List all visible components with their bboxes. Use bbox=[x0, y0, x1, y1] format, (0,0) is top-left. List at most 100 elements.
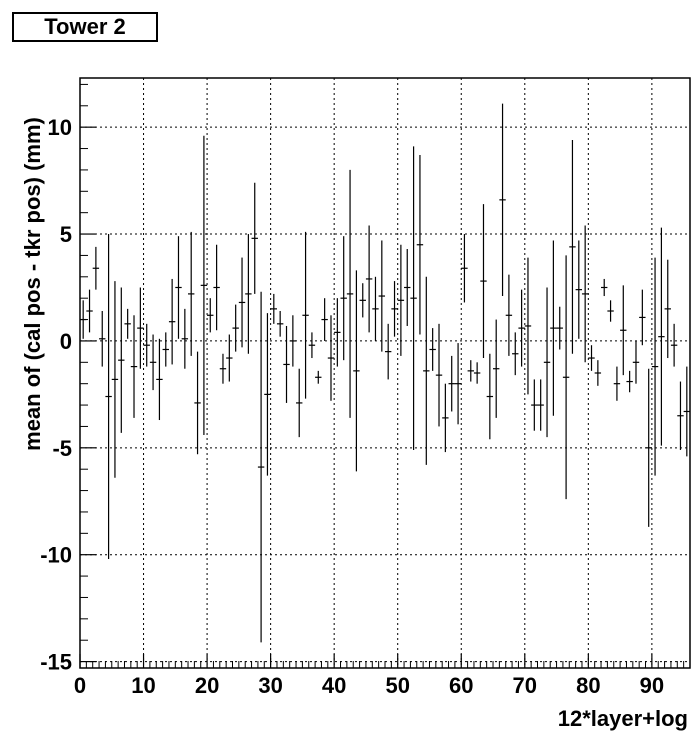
data-point bbox=[213, 244, 220, 331]
data-point bbox=[308, 332, 316, 359]
data-points bbox=[79, 103, 691, 643]
data-point bbox=[99, 311, 106, 367]
data-point bbox=[156, 338, 163, 421]
x-tick-label: 90 bbox=[640, 673, 664, 698]
x-tick-label: 70 bbox=[513, 673, 537, 698]
data-point bbox=[92, 246, 100, 290]
x-tick-label: 30 bbox=[258, 673, 282, 698]
data-point bbox=[194, 351, 201, 455]
data-point bbox=[601, 278, 608, 297]
data-point bbox=[492, 319, 500, 418]
data-point bbox=[448, 355, 455, 412]
data-point bbox=[632, 340, 640, 384]
data-point bbox=[664, 259, 671, 359]
y-tick-label: -5 bbox=[52, 436, 72, 461]
data-point bbox=[550, 240, 557, 416]
y-tick-label: -15 bbox=[40, 650, 72, 675]
data-point bbox=[524, 257, 532, 395]
data-point bbox=[327, 315, 335, 401]
data-point bbox=[149, 334, 157, 391]
data-point bbox=[365, 225, 373, 333]
y-tick-label: 0 bbox=[60, 329, 72, 354]
data-point bbox=[416, 154, 424, 335]
plot-frame bbox=[79, 77, 691, 669]
data-point bbox=[442, 383, 449, 453]
y-tick-label: -10 bbox=[40, 543, 72, 568]
data-point bbox=[276, 311, 284, 337]
data-point bbox=[283, 325, 290, 403]
data-point bbox=[435, 323, 443, 427]
x-tick-label: 0 bbox=[74, 673, 86, 698]
data-point bbox=[613, 366, 621, 401]
data-point bbox=[480, 204, 487, 359]
data-point bbox=[607, 300, 614, 322]
data-point bbox=[423, 276, 430, 465]
data-point bbox=[296, 368, 303, 438]
data-point bbox=[562, 255, 570, 500]
data-point bbox=[79, 300, 87, 339]
data-point bbox=[315, 370, 322, 384]
x-axis-label: 12*layer+log bbox=[558, 706, 688, 731]
data-point bbox=[200, 135, 208, 435]
data-point bbox=[118, 287, 125, 433]
data-point bbox=[505, 274, 513, 356]
data-point bbox=[187, 231, 195, 356]
data-point bbox=[143, 323, 150, 367]
data-point bbox=[181, 308, 189, 369]
data-point bbox=[626, 370, 633, 393]
data-point bbox=[175, 236, 182, 339]
data-point bbox=[238, 257, 246, 348]
x-tick-label: 50 bbox=[385, 673, 409, 698]
data-point bbox=[658, 227, 665, 446]
data-point bbox=[639, 289, 646, 346]
data-point bbox=[353, 270, 360, 472]
data-point bbox=[264, 313, 271, 476]
data-point bbox=[569, 139, 576, 354]
data-point bbox=[620, 285, 627, 376]
data-point bbox=[251, 182, 258, 294]
data-point bbox=[207, 298, 214, 333]
data-point bbox=[556, 306, 563, 350]
data-point bbox=[461, 234, 468, 303]
data-point bbox=[651, 257, 659, 476]
data-point bbox=[397, 244, 405, 356]
data-point bbox=[245, 234, 252, 354]
data-point bbox=[289, 315, 297, 367]
data-point bbox=[404, 249, 411, 326]
x-tick-labels: 0 10 20 30 40 50 60 70 80 90 bbox=[74, 673, 664, 698]
x-tick-label: 20 bbox=[195, 673, 219, 698]
y-axis-label: mean of (cal pos - tkr pos) (mm) bbox=[20, 117, 45, 451]
data-point bbox=[162, 332, 169, 367]
data-point bbox=[321, 298, 328, 341]
data-point bbox=[645, 368, 652, 527]
axis-ticks bbox=[79, 83, 691, 668]
data-point bbox=[581, 225, 589, 363]
data-point bbox=[594, 360, 602, 386]
data-point bbox=[518, 289, 525, 367]
data-point bbox=[454, 343, 462, 425]
data-point bbox=[232, 304, 239, 352]
data-point bbox=[168, 278, 176, 365]
data-point bbox=[124, 308, 131, 339]
data-point bbox=[677, 381, 684, 450]
data-point bbox=[391, 281, 398, 337]
data-point bbox=[340, 236, 347, 361]
data-point bbox=[378, 240, 386, 352]
data-point bbox=[499, 103, 506, 297]
data-point bbox=[384, 323, 392, 380]
data-point bbox=[543, 287, 551, 438]
data-point bbox=[105, 234, 112, 559]
data-point bbox=[219, 353, 227, 384]
chart-title: Tower 2 bbox=[12, 12, 158, 42]
x-tick-label: 60 bbox=[449, 673, 473, 698]
data-point bbox=[257, 291, 265, 643]
data-point bbox=[302, 231, 309, 399]
data-point bbox=[575, 240, 583, 339]
y-tick-labels: -15 -10 -5 0 5 10 bbox=[40, 115, 72, 674]
data-point bbox=[346, 169, 354, 418]
data-point bbox=[429, 328, 436, 371]
data-point bbox=[473, 362, 481, 384]
x-tick-label: 80 bbox=[576, 673, 600, 698]
y-tick-label: 5 bbox=[60, 222, 72, 247]
